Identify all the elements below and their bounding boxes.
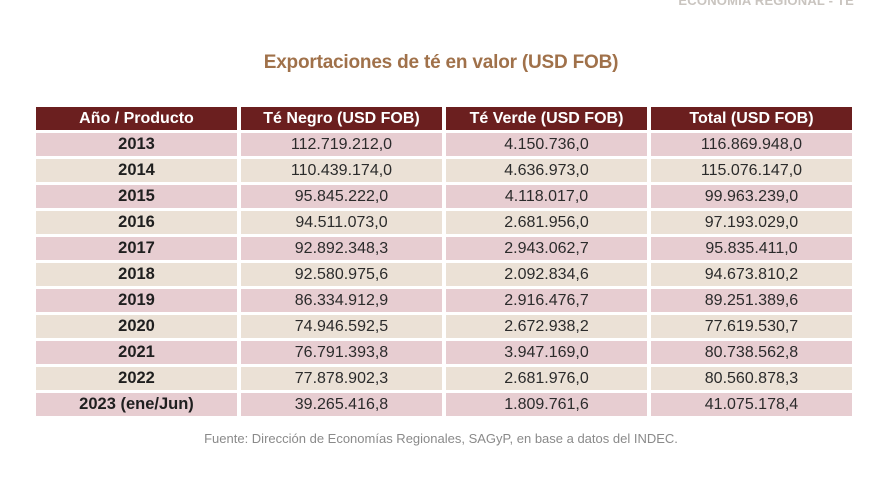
table-row: 2014 110.439.174,0 4.636.973,0 115.076.1… [36,159,852,182]
page-title: Exportaciones de té en valor (USD FOB) [263,52,619,73]
cell-green-tea: 4.118.017,0 [446,185,647,208]
cell-green-tea: 2.672.938,2 [446,315,647,338]
cell-year: 2013 [36,133,237,156]
table-row: 2022 77.878.902,3 2.681.976,0 80.560.878… [36,367,852,390]
cell-green-tea: 3.947.169,0 [446,341,647,364]
cell-total: 80.738.562,8 [651,341,852,364]
cell-year: 2016 [36,211,237,234]
cell-black-tea: 74.946.592,5 [241,315,442,338]
table-header-row: Año / Producto Té Negro (USD FOB) Té Ver… [36,107,852,130]
cell-black-tea: 92.580.975,6 [241,263,442,286]
table-row: 2018 92.580.975,6 2.092.834,6 94.673.810… [36,263,852,286]
section-tag: ECONOMÍA REGIONAL - TÉ [678,0,854,8]
cell-black-tea: 95.845.222,0 [241,185,442,208]
cell-year: 2014 [36,159,237,182]
table-row: 2021 76.791.393,8 3.947.169,0 80.738.562… [36,341,852,364]
table-row: 2015 95.845.222,0 4.118.017,0 99.963.239… [36,185,852,208]
cell-black-tea: 86.334.912,9 [241,289,442,312]
column-header-black-tea: Té Negro (USD FOB) [241,107,442,130]
cell-green-tea: 1.809.761,6 [446,393,647,416]
column-header-year: Año / Producto [36,107,237,130]
cell-total: 77.619.530,7 [651,315,852,338]
cell-total: 41.075.178,4 [651,393,852,416]
table-row: 2016 94.511.073,0 2.681.956,0 97.193.029… [36,211,852,234]
cell-green-tea: 4.636.973,0 [446,159,647,182]
cell-black-tea: 110.439.174,0 [241,159,442,182]
cell-total: 80.560.878,3 [651,367,852,390]
cell-green-tea: 2.943.062,7 [446,237,647,260]
cell-black-tea: 112.719.212,0 [241,133,442,156]
cell-total: 115.076.147,0 [651,159,852,182]
cell-year: 2022 [36,367,237,390]
cell-black-tea: 76.791.393,8 [241,341,442,364]
source-note: Fuente: Dirección de Economías Regionale… [204,431,678,446]
cell-green-tea: 2.681.976,0 [446,367,647,390]
cell-year: 2023 (ene/Jun) [36,393,237,416]
cell-year: 2019 [36,289,237,312]
table-row: 2013 112.719.212,0 4.150.736,0 116.869.9… [36,133,852,156]
table-row: 2020 74.946.592,5 2.672.938,2 77.619.530… [36,315,852,338]
cell-green-tea: 2.092.834,6 [446,263,647,286]
cell-total: 97.193.029,0 [651,211,852,234]
cell-total: 116.869.948,0 [651,133,852,156]
cell-black-tea: 92.892.348,3 [241,237,442,260]
cell-green-tea: 2.681.956,0 [446,211,647,234]
cell-black-tea: 77.878.902,3 [241,367,442,390]
cell-year: 2017 [36,237,237,260]
cell-total: 89.251.389,6 [651,289,852,312]
cell-green-tea: 2.916.476,7 [446,289,647,312]
cell-year: 2018 [36,263,237,286]
cell-black-tea: 39.265.416,8 [241,393,442,416]
cell-total: 94.673.810,2 [651,263,852,286]
table-row: 2019 86.334.912,9 2.916.476,7 89.251.389… [36,289,852,312]
cell-total: 99.963.239,0 [651,185,852,208]
table-row: 2017 92.892.348,3 2.943.062,7 95.835.411… [36,237,852,260]
table-row: 2023 (ene/Jun) 39.265.416,8 1.809.761,6 … [36,393,852,416]
cell-total: 95.835.411,0 [651,237,852,260]
cell-year: 2015 [36,185,237,208]
cell-black-tea: 94.511.073,0 [241,211,442,234]
cell-year: 2021 [36,341,237,364]
column-header-total: Total (USD FOB) [651,107,852,130]
exports-table: Año / Producto Té Negro (USD FOB) Té Ver… [32,104,856,419]
cell-green-tea: 4.150.736,0 [446,133,647,156]
column-header-green-tea: Té Verde (USD FOB) [446,107,647,130]
cell-year: 2020 [36,315,237,338]
